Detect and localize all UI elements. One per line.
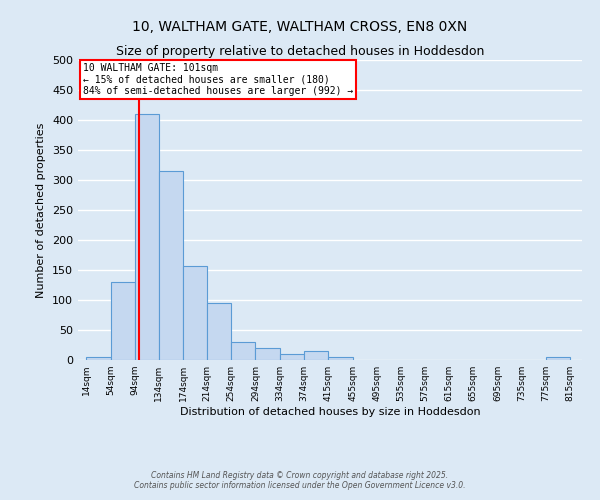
Bar — [135, 114, 159, 360]
X-axis label: Distribution of detached houses by size in Hoddesdon: Distribution of detached houses by size … — [179, 407, 481, 417]
Text: Contains HM Land Registry data © Crown copyright and database right 2025.
Contai: Contains HM Land Registry data © Crown c… — [134, 470, 466, 490]
Bar — [183, 266, 207, 360]
Bar — [256, 348, 280, 360]
Bar — [110, 282, 135, 360]
Bar — [207, 303, 232, 360]
Bar — [232, 342, 256, 360]
Bar — [328, 357, 353, 360]
Text: Size of property relative to detached houses in Hoddesdon: Size of property relative to detached ho… — [116, 45, 484, 58]
Text: 10, WALTHAM GATE, WALTHAM CROSS, EN8 0XN: 10, WALTHAM GATE, WALTHAM CROSS, EN8 0XN — [133, 20, 467, 34]
Text: 10 WALTHAM GATE: 101sqm
← 15% of detached houses are smaller (180)
84% of semi-d: 10 WALTHAM GATE: 101sqm ← 15% of detache… — [83, 63, 353, 96]
Y-axis label: Number of detached properties: Number of detached properties — [37, 122, 46, 298]
Bar — [546, 357, 570, 360]
Bar — [159, 171, 183, 360]
Bar — [280, 354, 304, 360]
Bar — [86, 357, 110, 360]
Bar — [304, 351, 328, 360]
